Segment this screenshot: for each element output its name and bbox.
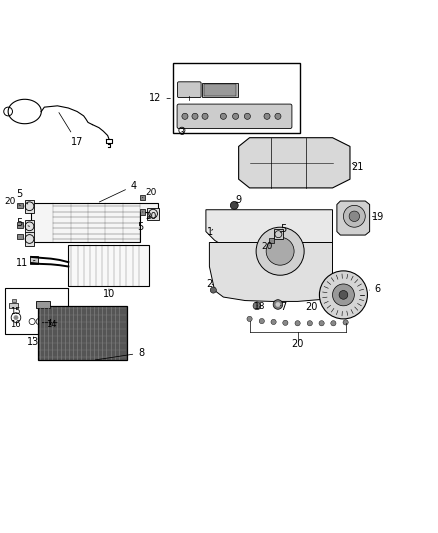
Circle shape <box>264 113 270 119</box>
Text: 5: 5 <box>16 218 29 228</box>
Text: 19: 19 <box>372 212 385 222</box>
Circle shape <box>244 113 251 119</box>
Circle shape <box>343 320 348 325</box>
Circle shape <box>319 271 367 319</box>
Circle shape <box>182 113 188 119</box>
Circle shape <box>332 284 354 306</box>
Circle shape <box>275 113 281 119</box>
Circle shape <box>233 113 239 119</box>
Circle shape <box>319 321 324 326</box>
Circle shape <box>202 113 208 119</box>
Circle shape <box>276 302 280 306</box>
Bar <box>202 83 238 97</box>
Polygon shape <box>239 138 350 188</box>
Text: 7: 7 <box>280 302 287 312</box>
Polygon shape <box>209 243 332 302</box>
Bar <box>269 238 274 244</box>
Text: 1: 1 <box>207 228 213 237</box>
Bar <box>5 288 68 334</box>
Text: 21: 21 <box>352 163 364 172</box>
Text: 20: 20 <box>305 302 318 312</box>
Bar <box>140 209 145 215</box>
Text: 20: 20 <box>143 188 157 198</box>
Circle shape <box>331 321 336 326</box>
Circle shape <box>230 201 238 209</box>
Text: 8: 8 <box>95 348 145 360</box>
Circle shape <box>192 113 198 119</box>
Bar <box>173 63 300 133</box>
Text: 3: 3 <box>180 128 184 137</box>
Text: 20: 20 <box>143 212 157 221</box>
Bar <box>17 234 23 239</box>
Polygon shape <box>31 203 158 243</box>
Text: 18: 18 <box>254 302 266 311</box>
Text: 20: 20 <box>5 197 20 206</box>
Bar <box>274 229 283 239</box>
Text: 16: 16 <box>11 320 21 329</box>
Text: 10: 10 <box>103 288 115 298</box>
FancyBboxPatch shape <box>177 82 201 98</box>
Text: 13: 13 <box>27 337 39 346</box>
Circle shape <box>339 290 348 299</box>
Circle shape <box>253 302 261 310</box>
Circle shape <box>210 287 216 293</box>
Bar <box>25 232 34 246</box>
Text: 9: 9 <box>236 195 242 205</box>
Text: 5: 5 <box>280 224 287 235</box>
Text: 20: 20 <box>291 339 304 349</box>
Bar <box>68 245 149 286</box>
Bar <box>12 299 16 302</box>
Circle shape <box>307 321 312 326</box>
Text: 4: 4 <box>99 181 137 202</box>
Text: 2: 2 <box>206 279 213 289</box>
Polygon shape <box>206 210 332 256</box>
Bar <box>140 195 145 200</box>
Circle shape <box>349 211 360 222</box>
Bar <box>36 302 49 308</box>
Text: 20: 20 <box>261 243 273 252</box>
Text: 5: 5 <box>137 216 151 232</box>
Text: 12: 12 <box>149 93 170 103</box>
Bar <box>25 220 34 233</box>
Bar <box>147 207 159 220</box>
Text: 14: 14 <box>46 320 57 329</box>
Circle shape <box>266 237 294 265</box>
Text: 11: 11 <box>15 258 35 268</box>
Circle shape <box>295 321 300 326</box>
Text: 17: 17 <box>59 112 83 147</box>
Circle shape <box>220 113 226 119</box>
Circle shape <box>273 300 283 309</box>
Circle shape <box>283 320 288 326</box>
Bar <box>25 200 34 213</box>
Bar <box>204 84 237 96</box>
Circle shape <box>247 316 252 321</box>
Bar <box>17 203 23 208</box>
Circle shape <box>271 319 276 325</box>
Circle shape <box>14 316 18 320</box>
Text: 15: 15 <box>11 306 21 316</box>
Bar <box>17 222 23 228</box>
FancyBboxPatch shape <box>177 104 292 128</box>
Bar <box>38 306 127 360</box>
Circle shape <box>256 227 304 275</box>
Bar <box>30 256 38 264</box>
Bar <box>9 303 18 308</box>
Circle shape <box>259 318 265 324</box>
Text: 6: 6 <box>369 284 381 294</box>
Text: 5: 5 <box>16 189 28 204</box>
Polygon shape <box>337 201 370 235</box>
Circle shape <box>343 205 365 227</box>
